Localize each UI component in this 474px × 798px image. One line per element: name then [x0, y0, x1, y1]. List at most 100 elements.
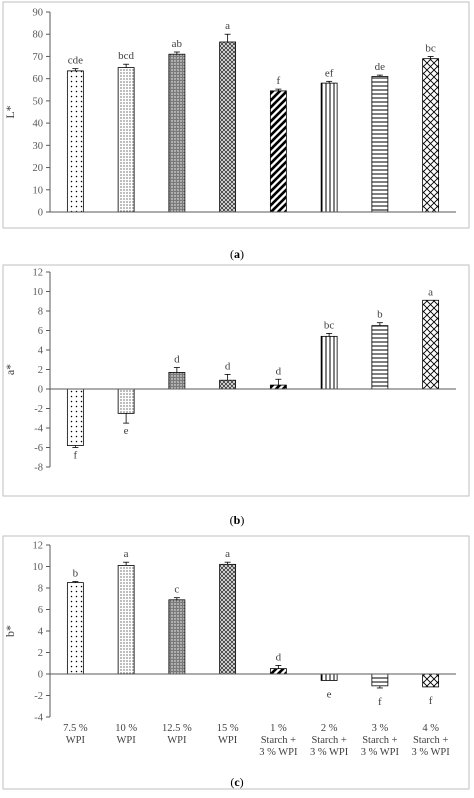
data-label: de: [375, 61, 386, 73]
bar: [117, 565, 135, 675]
panel-frame: [2, 535, 470, 790]
data-label: a: [225, 20, 230, 32]
y-tick-label: 12: [33, 541, 44, 552]
y-tick-label: 2: [38, 648, 43, 659]
bar: [66, 582, 84, 675]
y-tick-label: -2: [34, 404, 43, 415]
bar: [371, 325, 389, 390]
y-tick-label: 6: [38, 326, 43, 337]
y-tick-label: 2: [38, 365, 43, 376]
bar: [117, 388, 135, 414]
y-tick-label: 12: [33, 268, 44, 279]
y-tick-label: 80: [33, 30, 44, 41]
data-label: d: [174, 354, 180, 366]
x-tick-label: 3 % Starch +3 % WPI: [361, 723, 400, 758]
y-tick-label: 0: [38, 385, 43, 396]
bar: [66, 70, 84, 213]
data-label: f: [429, 695, 433, 707]
data-label: ab: [172, 38, 183, 50]
data-label: f: [74, 450, 78, 462]
bar: [117, 67, 135, 213]
y-tick-label: 10: [33, 562, 44, 573]
y-tick-label: 4: [38, 346, 44, 357]
x-tick-label: 4 % Starch +3 % WPI: [411, 723, 450, 758]
data-label: bc: [425, 42, 436, 54]
bar: [269, 668, 287, 675]
y-axis-label: b*: [3, 625, 17, 637]
data-label: e: [124, 425, 129, 437]
panel-caption: (a): [230, 247, 244, 261]
y-tick-label: -4: [34, 713, 43, 724]
bar: [320, 82, 338, 213]
data-label: c: [174, 584, 179, 596]
y-tick-label: 6: [38, 605, 43, 616]
bar: [320, 673, 338, 681]
y-tick-label: 60: [33, 74, 44, 85]
panel-b: -8 -6 -4 -2 0 2 4 6 8 10 12 a* f e d d d bc b a (b): [2, 264, 470, 527]
y-axis-label: L*: [3, 105, 17, 118]
y-tick-label: 10: [33, 185, 44, 196]
y-tick-label: 10: [33, 287, 44, 298]
y-tick-label: -8: [34, 463, 43, 474]
y-tick-label: -4: [34, 424, 43, 435]
data-label: e: [327, 688, 332, 700]
bar: [422, 58, 440, 213]
data-label: bc: [324, 319, 335, 331]
data-label: d: [225, 360, 231, 372]
y-tick-label: 0: [38, 670, 43, 681]
bar: [219, 41, 237, 213]
x-tick-label: 12.5 % WPI: [162, 723, 192, 746]
y-tick-label: 30: [33, 141, 44, 152]
data-label: a: [428, 286, 433, 298]
data-label: f: [277, 75, 281, 87]
y-tick-label: 4: [38, 627, 44, 638]
panel-a: 0 10 20 30 40 50 60 70 80 90 L* cde bcd ab a f ef de bc (a): [2, 1, 470, 261]
panel-caption: (c): [230, 775, 243, 789]
bar: [219, 563, 237, 675]
x-tick-label: 15 % WPI: [217, 723, 239, 746]
y-tick-label: 50: [33, 96, 44, 107]
bar: [371, 673, 389, 687]
bar: [168, 53, 186, 213]
data-label: a: [124, 548, 129, 560]
y-axis-label: a*: [3, 364, 17, 375]
panel-caption: (b): [230, 513, 245, 527]
bar: [320, 335, 338, 390]
bar: [422, 673, 440, 688]
x-tick-label: 2 % Starch +3 % WPI: [310, 723, 349, 758]
bar: [269, 384, 287, 390]
data-label: b: [377, 309, 383, 321]
bar: [168, 372, 186, 390]
panel-c: -4 -2 0 2 4 6 8 10 12 b* b a c a d e f f 7.5 % WPI 10 % WPI 12…: [2, 535, 470, 790]
y-tick-label: -2: [34, 691, 43, 702]
bar: [168, 599, 186, 675]
data-label: d: [276, 365, 282, 377]
y-tick-label: 90: [33, 8, 44, 19]
y-tick-label: 0: [38, 208, 43, 219]
y-tick-label: 40: [33, 119, 44, 130]
panel-frame: [2, 1, 470, 229]
y-tick-label: 8: [38, 584, 43, 595]
y-tick-label: 20: [33, 163, 44, 174]
y-tick-label: 8: [38, 307, 43, 318]
data-label: b: [73, 568, 79, 580]
data-label: f: [378, 696, 382, 708]
data-label: ef: [325, 67, 334, 79]
bar: [371, 76, 389, 213]
y-tick-label: 70: [33, 52, 44, 63]
bar: [66, 388, 84, 446]
panel-frame: [2, 264, 470, 497]
y-tick-label: -6: [34, 443, 43, 454]
bar: [269, 90, 287, 213]
bar: [422, 299, 440, 390]
x-tick-label: 1 % Starch +3 % WPI: [259, 723, 298, 758]
data-label: bcd: [118, 50, 134, 62]
bar: [219, 379, 237, 390]
x-tick-label: 7.5 % WPI: [63, 723, 88, 746]
x-tick-label: 10 % WPI: [115, 723, 137, 746]
data-label: a: [225, 548, 230, 560]
data-label: d: [276, 651, 282, 663]
data-label: cde: [68, 55, 83, 67]
